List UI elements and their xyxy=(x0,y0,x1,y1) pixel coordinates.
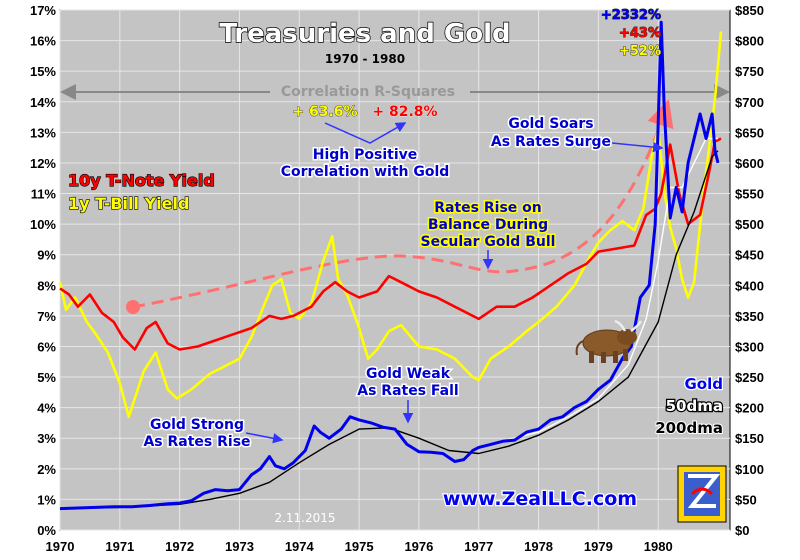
y-right-tick-label: $50 xyxy=(735,492,757,507)
y-left-tick-label: 12% xyxy=(30,156,56,171)
annotation-gold-weak: Gold Weak As Rates Fall xyxy=(356,365,460,401)
y-axis-left: 0% 1% 2% 3% 4% 5% 6% 7% 8% 9% 10% 11% 12% 13% 14% 15% 16… xyxy=(30,3,56,538)
series-gold xyxy=(59,20,720,511)
svg-text:Gold Weak: Gold Weak xyxy=(366,366,451,382)
x-tick-label: 1970 xyxy=(46,539,75,554)
y-right-tick-label: $300 xyxy=(735,339,764,354)
strong-arrow xyxy=(245,432,284,444)
legend-tnote: 10y T-Note Yield xyxy=(68,171,215,190)
y-left-tick-label: 4% xyxy=(37,401,56,416)
y-left-tick-label: 13% xyxy=(30,125,56,140)
bull-icon xyxy=(575,319,643,363)
annotation-gold-strong: Gold Strong As Rates Rise xyxy=(142,416,252,452)
y-right-tick-label: $700 xyxy=(735,95,764,110)
x-tick-label: 1973 xyxy=(225,539,254,554)
series-50dma xyxy=(508,137,718,441)
y-left-tick-label: 16% xyxy=(30,34,56,49)
y-axis-right: $0 $50 $100 $150 $200 $250 $300 $350 $400 $450 $50… xyxy=(735,3,764,538)
y-left-tick-label: 17% xyxy=(30,3,56,18)
y-right-tick-label: $850 xyxy=(735,3,764,18)
y-right-tick-label: $150 xyxy=(735,431,764,446)
svg-text:Balance During: Balance During xyxy=(428,217,548,233)
legend-200dma: 200dma xyxy=(655,419,723,437)
y-right-tick-label: $800 xyxy=(735,34,764,49)
x-tick-label: 1976 xyxy=(404,539,433,554)
y-right-tick-label: $650 xyxy=(735,125,764,140)
correlation-pointer xyxy=(324,122,407,144)
x-tick-label: 1980 xyxy=(644,539,673,554)
x-tick-label: 1974 xyxy=(285,539,315,554)
x-tick-label: 1975 xyxy=(345,539,374,554)
y-left-tick-label: 2% xyxy=(37,462,56,477)
y-left-tick-label: 14% xyxy=(30,95,56,110)
y-left-tick-label: 6% xyxy=(37,339,56,354)
svg-text:As Rates Surge: As Rates Surge xyxy=(491,134,611,150)
svg-text:High Positive: High Positive xyxy=(313,147,418,163)
y-right-tick-label: $100 xyxy=(735,462,764,477)
y-left-tick-label: 10% xyxy=(30,217,56,232)
y-left-tick-label: 9% xyxy=(37,248,56,263)
y-left-tick-label: 8% xyxy=(37,278,56,293)
legend-50dma: 50dma xyxy=(666,397,723,415)
y-right-tick-label: $600 xyxy=(735,156,764,171)
legend-gold: Gold xyxy=(685,375,724,393)
y-left-tick-label: 15% xyxy=(30,64,56,79)
svg-text:Gold Soars: Gold Soars xyxy=(508,116,593,132)
correlation-tnote: + 82.8% xyxy=(372,104,437,120)
legend-tbill: 1y T-Bill Yield xyxy=(68,194,189,213)
series-group xyxy=(58,20,723,511)
y-right-tick-label: $0 xyxy=(735,523,749,538)
y-right-tick-label: $550 xyxy=(735,187,764,202)
date-stamp: 2.11.2015 xyxy=(274,511,335,525)
series-10y-t-note-yield xyxy=(59,137,722,351)
chart-subtitle: 1970 - 1980 xyxy=(325,52,405,66)
x-tick-label: 1971 xyxy=(105,539,134,554)
watermark: www.ZealLLC.com xyxy=(443,488,637,510)
y-right-tick-label: $350 xyxy=(735,309,764,324)
svg-text:Secular Gold Bull: Secular Gold Bull xyxy=(421,234,556,250)
y-right-tick-label: $500 xyxy=(735,217,764,232)
x-axis: 1970 1971 1972 1973 1974 1975 1976 1977 1978 1979… xyxy=(46,539,673,554)
y-left-tick-label: 0% xyxy=(37,523,56,538)
y-left-tick-label: 7% xyxy=(37,309,56,324)
annotation-rates-rise: Rates Rise on Balance During Secular Gol… xyxy=(419,199,557,252)
svg-text:As Rates Fall: As Rates Fall xyxy=(357,383,458,399)
svg-text:As Rates Rise: As Rates Rise xyxy=(143,434,250,450)
y-right-tick-label: $200 xyxy=(735,401,764,416)
y-left-tick-label: 3% xyxy=(37,431,56,446)
y-right-tick-label: $450 xyxy=(735,248,764,263)
chart-title: Treasuries and Gold xyxy=(219,19,510,49)
x-tick-label: 1978 xyxy=(524,539,553,554)
gain-gold: +2332% xyxy=(601,8,661,23)
gain-tnote: +43% xyxy=(619,26,661,41)
x-tick-label: 1972 xyxy=(165,539,194,554)
gain-tbill: +52% xyxy=(619,44,661,59)
svg-text:Correlation with Gold: Correlation with Gold xyxy=(281,164,450,180)
trend-curve xyxy=(132,99,674,309)
y-left-tick-label: 1% xyxy=(37,492,56,507)
y-right-tick-label: $750 xyxy=(735,64,764,79)
svg-text:Rates Rise on: Rates Rise on xyxy=(434,200,542,216)
soars-arrow xyxy=(611,141,664,153)
zeal-logo-icon xyxy=(677,465,727,523)
correlation-title: Correlation R-Squares xyxy=(281,84,455,100)
y-left-tick-label: 5% xyxy=(37,370,56,385)
x-tick-label: 1979 xyxy=(584,539,613,554)
y-right-tick-label: $250 xyxy=(735,370,764,385)
plot-background xyxy=(59,9,731,531)
trend-start-dot xyxy=(126,300,140,314)
y-right-tick-label: $400 xyxy=(735,278,764,293)
correlation-tbill: + 63.6% xyxy=(292,104,357,120)
annotation-high-correlation: High Positive Correlation with Gold xyxy=(279,146,451,182)
annotation-gold-soars: Gold Soars As Rates Surge xyxy=(489,115,612,152)
series-200dma xyxy=(59,150,719,510)
y-left-tick-label: 11% xyxy=(31,187,57,202)
x-tick-label: 1977 xyxy=(464,539,493,554)
svg-text:Gold Strong: Gold Strong xyxy=(150,417,244,433)
